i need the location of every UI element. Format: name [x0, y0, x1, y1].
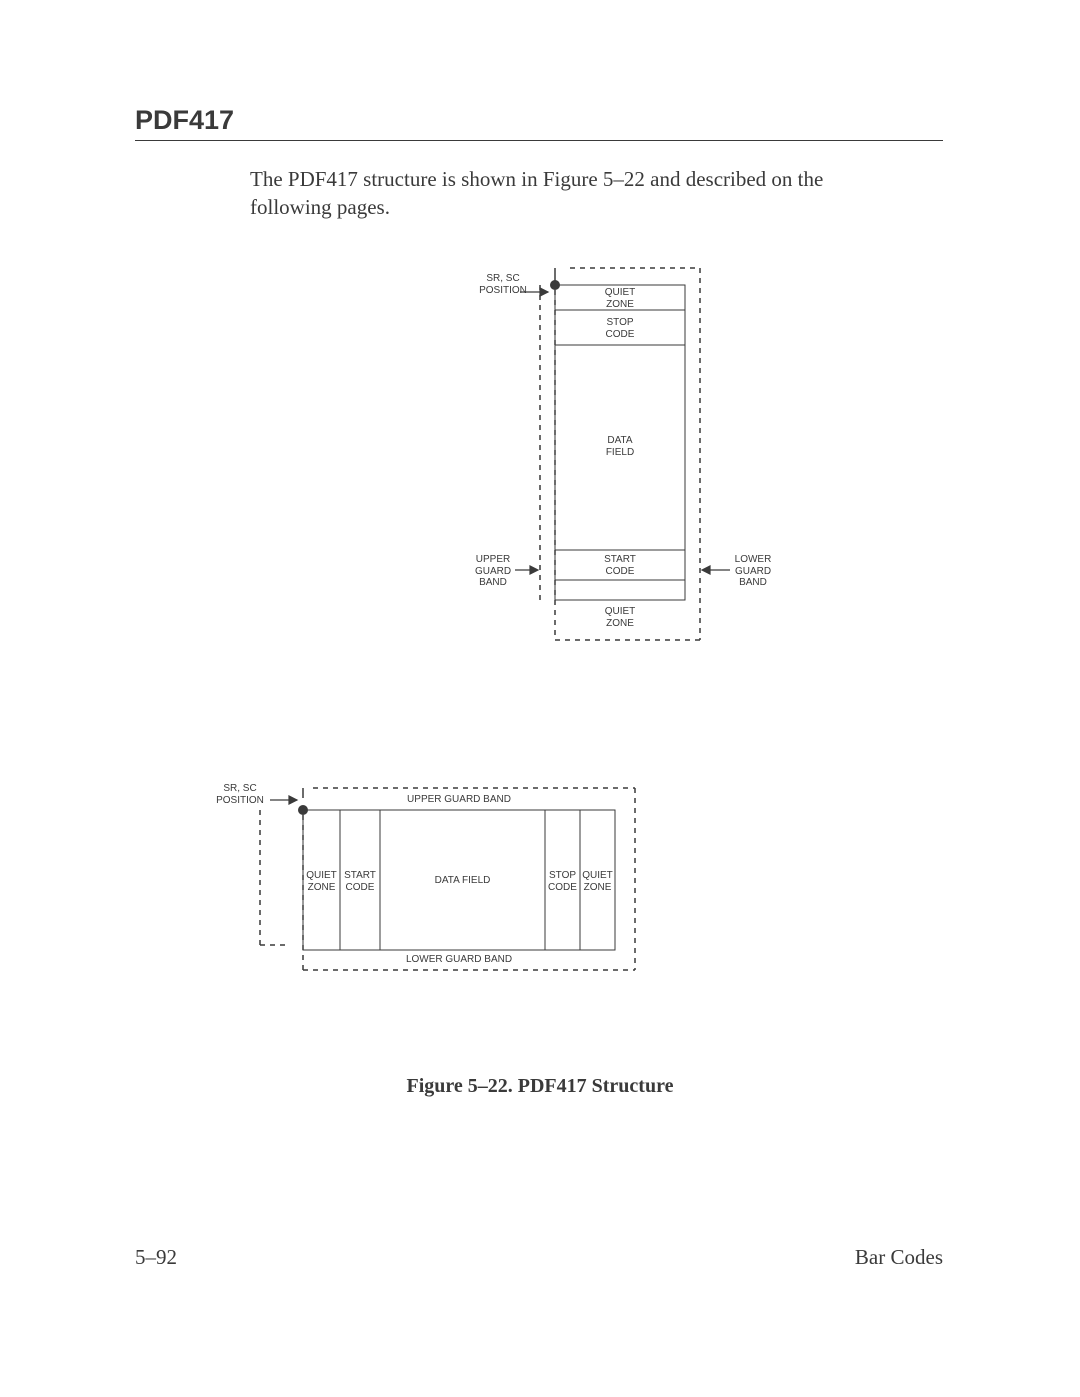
label-quiet-zone-bottom: QUIET ZONE — [555, 606, 685, 629]
diagram-horizontal: SR, SC POSITION UPPER GUARD BAND LOWER G… — [215, 780, 665, 1000]
figure-caption: Figure 5–22. PDF417 Structure — [0, 1075, 1080, 1098]
label2-data-field: DATA FIELD — [380, 875, 545, 887]
label-lower-guard: LOWER GUARD BAND — [728, 554, 778, 589]
page-number: 5–92 — [135, 1245, 177, 1270]
label2-stop-code: STOP CODE — [545, 870, 580, 893]
label2-quiet-right: QUIET ZONE — [580, 870, 615, 893]
label2-quiet-left: QUIET ZONE — [303, 870, 340, 893]
label2-upper-guard: UPPER GUARD BAND — [303, 794, 615, 806]
label-stop-code: STOP CODE — [555, 317, 685, 340]
intro-paragraph: The PDF417 structure is shown in Figure … — [250, 165, 900, 222]
label-start-code: START CODE — [555, 554, 685, 577]
label2-start-code: START CODE — [340, 870, 380, 893]
section-title: PDF417 — [135, 105, 234, 136]
page: PDF417 The PDF417 structure is shown in … — [0, 0, 1080, 1397]
label-sr-sc: SR, SC POSITION — [478, 273, 528, 296]
label-data-field: DATA FIELD — [555, 435, 685, 458]
label-upper-guard: UPPER GUARD BAND — [468, 554, 518, 589]
label2-sr-sc: SR, SC POSITION — [215, 783, 265, 806]
diagram-vertical: SR, SC POSITION QUIET ZONE STOP CODE DAT… — [460, 260, 800, 660]
label2-lower-guard: LOWER GUARD BAND — [303, 954, 615, 966]
header-rule — [135, 140, 943, 141]
footer-section: Bar Codes — [855, 1245, 943, 1270]
label-quiet-zone-top: QUIET ZONE — [555, 287, 685, 310]
